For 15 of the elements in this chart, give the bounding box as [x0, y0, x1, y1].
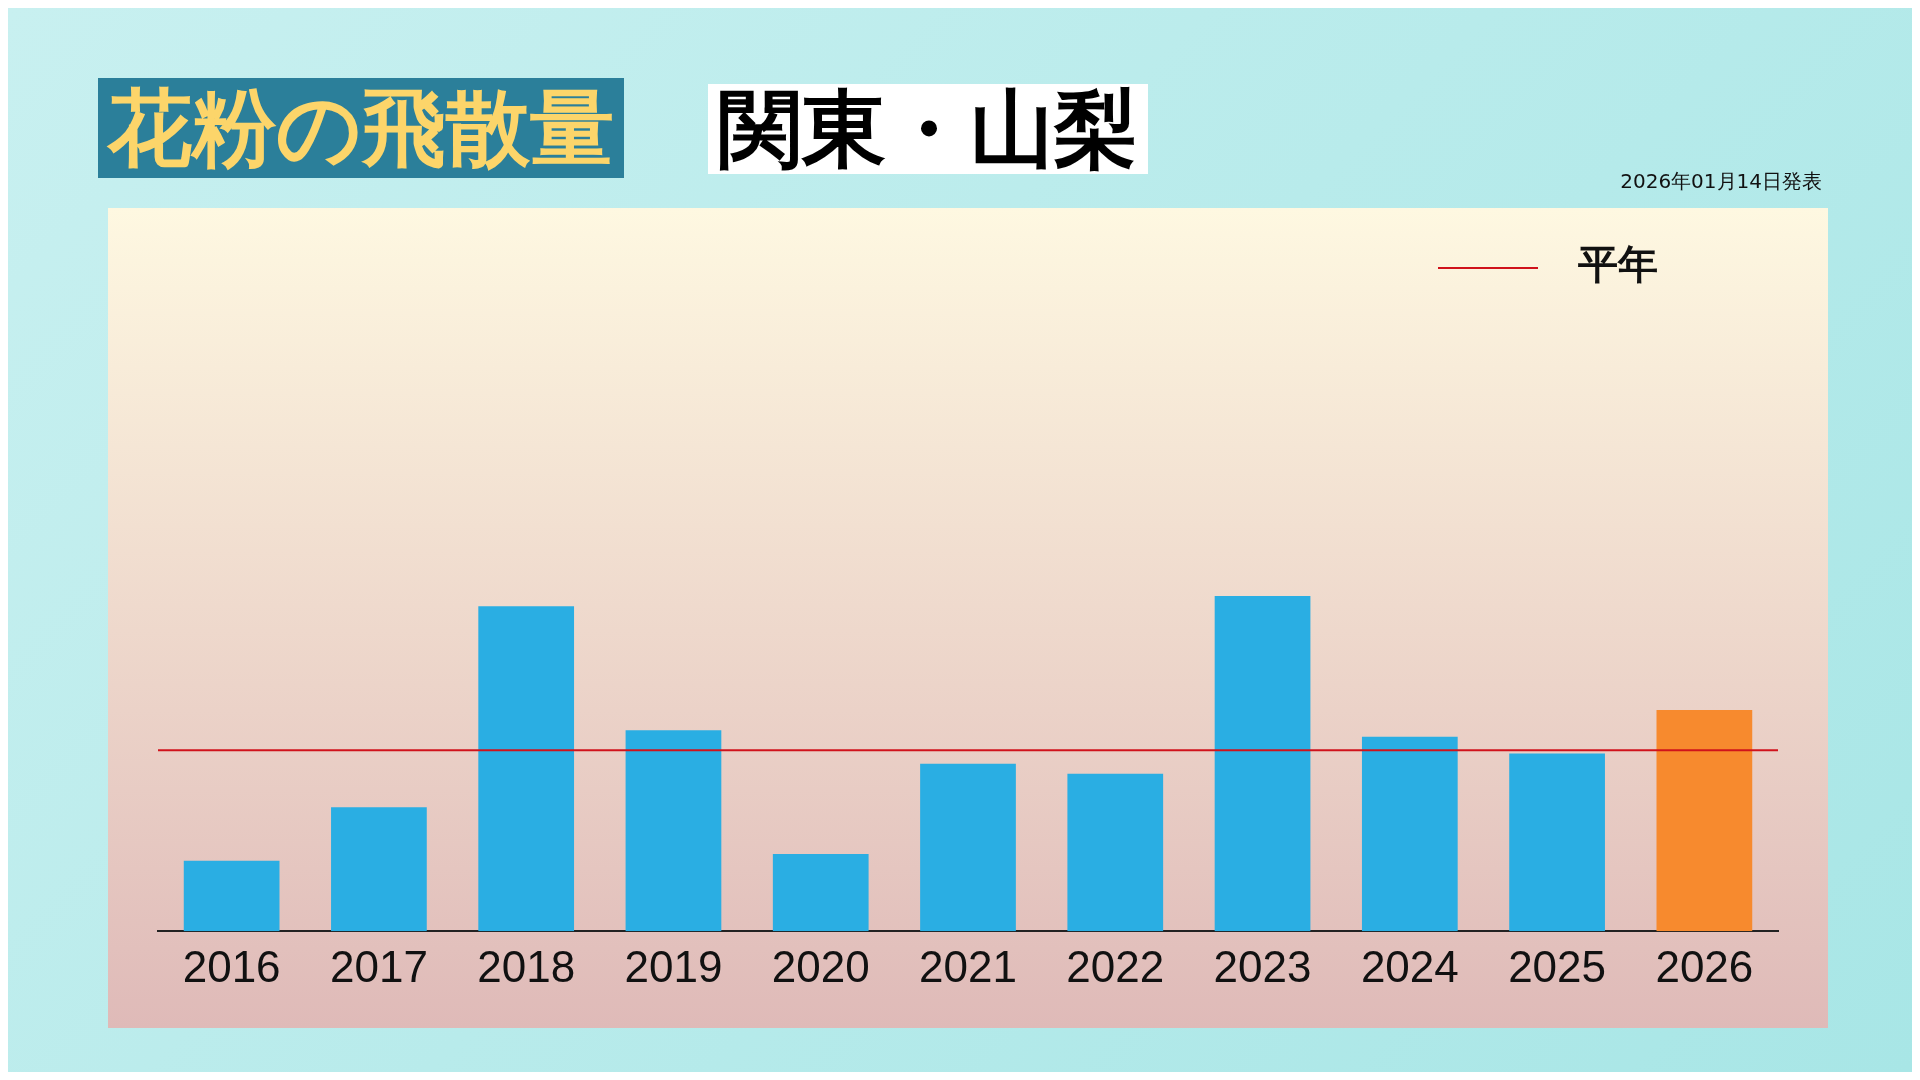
x-tick-label: 2018 — [477, 941, 576, 991]
x-tick-label: 2023 — [1213, 941, 1312, 991]
x-tick-label: 2025 — [1508, 941, 1607, 991]
x-tick-label: 2021 — [919, 941, 1017, 991]
text: 2026年01月14日発表 — [1620, 168, 1822, 195]
x-tick-label: 2024 — [1360, 941, 1459, 991]
x-tick-label: 2020 — [771, 941, 870, 991]
x-tick-label: 2016 — [182, 941, 281, 991]
chart-subtitle: 関東・山梨 — [717, 80, 1139, 178]
x-tick-label: 2019 — [624, 941, 723, 991]
x-tick-label: 2017 — [329, 941, 428, 991]
chart-title: 花粉の飛散量 — [98, 78, 624, 178]
x-tick-label: 2026 — [1655, 941, 1754, 991]
x-tick-label: 2022 — [1066, 941, 1165, 991]
legend-label: 平年 — [1577, 241, 1658, 288]
